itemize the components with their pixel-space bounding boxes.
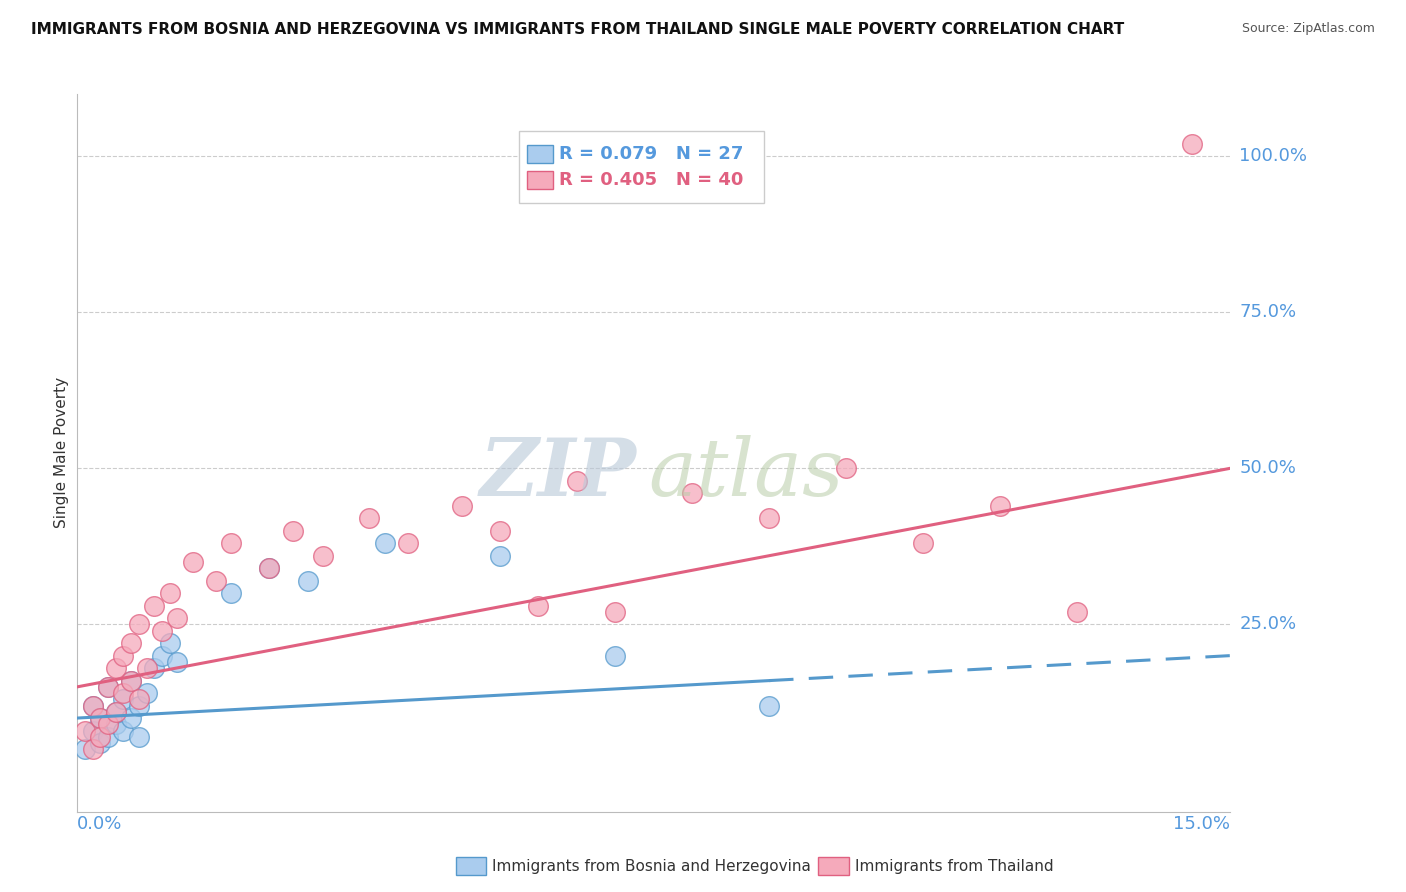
Point bbox=[219, 536, 242, 550]
Point bbox=[181, 555, 204, 569]
Point bbox=[374, 536, 396, 550]
Point bbox=[104, 705, 127, 719]
Point bbox=[166, 611, 188, 625]
Point bbox=[159, 586, 181, 600]
Point bbox=[565, 474, 588, 488]
Point bbox=[605, 605, 627, 619]
Point bbox=[396, 536, 419, 550]
Text: 0.0%: 0.0% bbox=[77, 815, 122, 833]
Point bbox=[166, 655, 188, 669]
Point bbox=[1066, 605, 1088, 619]
Point bbox=[135, 661, 157, 675]
Point bbox=[681, 486, 703, 500]
Point bbox=[758, 511, 780, 525]
Point bbox=[159, 636, 181, 650]
Point bbox=[112, 692, 135, 706]
Point bbox=[450, 499, 472, 513]
Point bbox=[97, 680, 120, 694]
Point bbox=[112, 648, 135, 663]
Point bbox=[82, 723, 104, 738]
Point bbox=[89, 736, 111, 750]
Point bbox=[135, 686, 157, 700]
Text: 25.0%: 25.0% bbox=[1240, 615, 1296, 633]
Point bbox=[104, 661, 127, 675]
Point bbox=[82, 698, 104, 713]
Point bbox=[911, 536, 934, 550]
Point bbox=[150, 648, 173, 663]
Point bbox=[97, 730, 120, 744]
Point bbox=[73, 742, 96, 756]
Point bbox=[143, 661, 166, 675]
Point bbox=[219, 586, 242, 600]
Text: 100.0%: 100.0% bbox=[1240, 147, 1308, 165]
Point bbox=[120, 673, 142, 688]
Point bbox=[97, 680, 120, 694]
Point bbox=[150, 624, 173, 638]
Point bbox=[527, 599, 550, 613]
Point bbox=[112, 686, 135, 700]
Text: Source: ZipAtlas.com: Source: ZipAtlas.com bbox=[1241, 22, 1375, 36]
Y-axis label: Single Male Poverty: Single Male Poverty bbox=[53, 377, 69, 528]
Point bbox=[259, 561, 281, 575]
Point bbox=[120, 711, 142, 725]
Point bbox=[82, 742, 104, 756]
Point bbox=[128, 692, 150, 706]
Text: IMMIGRANTS FROM BOSNIA AND HERZEGOVINA VS IMMIGRANTS FROM THAILAND SINGLE MALE P: IMMIGRANTS FROM BOSNIA AND HERZEGOVINA V… bbox=[31, 22, 1125, 37]
Text: 50.0%: 50.0% bbox=[1240, 459, 1296, 477]
Point bbox=[89, 711, 111, 725]
Point bbox=[835, 461, 858, 475]
Point bbox=[120, 636, 142, 650]
Point bbox=[204, 574, 226, 588]
Point bbox=[73, 723, 96, 738]
Point bbox=[1181, 136, 1204, 151]
Point bbox=[97, 717, 120, 731]
Point bbox=[82, 698, 104, 713]
Text: R = 0.405   N = 40: R = 0.405 N = 40 bbox=[560, 171, 744, 189]
Point bbox=[143, 599, 166, 613]
Point bbox=[281, 524, 304, 538]
Text: Immigrants from Thailand: Immigrants from Thailand bbox=[855, 859, 1053, 873]
Point bbox=[489, 524, 512, 538]
Point bbox=[988, 499, 1011, 513]
Point bbox=[128, 730, 150, 744]
Point bbox=[312, 549, 335, 563]
Point bbox=[120, 673, 142, 688]
Point bbox=[489, 549, 512, 563]
Point bbox=[89, 711, 111, 725]
Text: atlas: atlas bbox=[648, 435, 844, 513]
Point bbox=[359, 511, 381, 525]
Point bbox=[104, 717, 127, 731]
Point bbox=[128, 698, 150, 713]
Text: ZIP: ZIP bbox=[479, 435, 637, 513]
Point bbox=[104, 705, 127, 719]
Point bbox=[128, 617, 150, 632]
Point bbox=[112, 723, 135, 738]
Text: R = 0.079   N = 27: R = 0.079 N = 27 bbox=[560, 145, 744, 163]
Text: 75.0%: 75.0% bbox=[1240, 303, 1296, 321]
Point bbox=[89, 730, 111, 744]
Point bbox=[259, 561, 281, 575]
Text: Immigrants from Bosnia and Herzegovina: Immigrants from Bosnia and Herzegovina bbox=[492, 859, 811, 873]
Point bbox=[758, 698, 780, 713]
Point bbox=[297, 574, 319, 588]
Text: 15.0%: 15.0% bbox=[1173, 815, 1230, 833]
Point bbox=[605, 648, 627, 663]
